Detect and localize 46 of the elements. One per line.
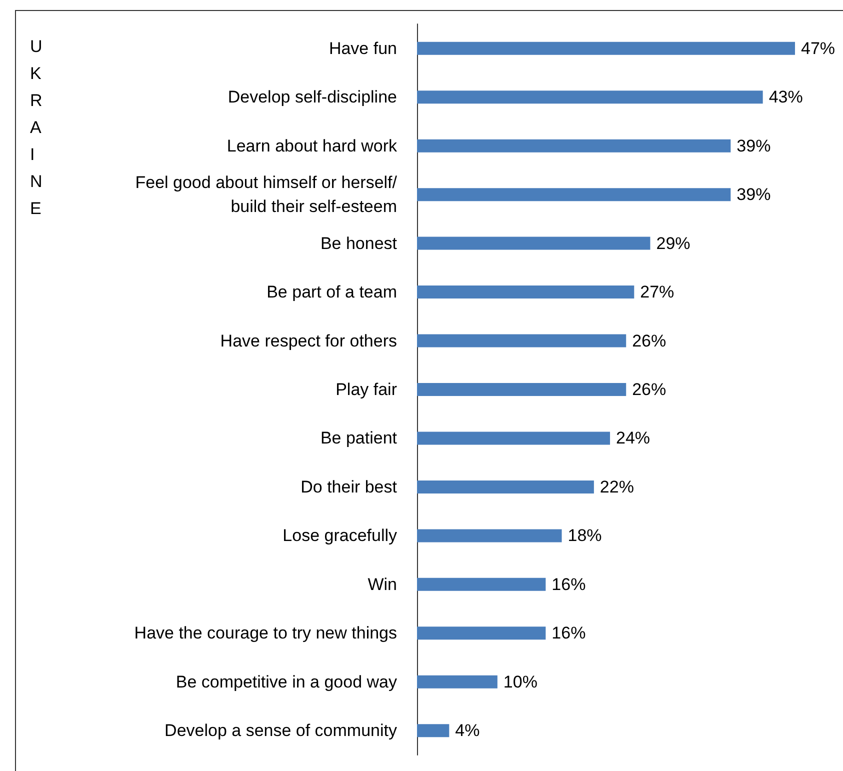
y-tick-label: Have respect for others: [220, 331, 397, 350]
y-tick-label: Feel good about himself or herself/ build their self-esteem: [135, 173, 398, 216]
bar: [417, 90, 763, 104]
data-label: 29%: [656, 234, 690, 253]
y-tick-label: Play fair: [336, 380, 398, 399]
data-label: 26%: [632, 331, 666, 350]
y-tick-label: Be honest: [320, 234, 398, 253]
data-label: 4%: [455, 721, 480, 740]
bar: [417, 236, 650, 250]
data-label: 18%: [568, 526, 602, 546]
data-label: 16%: [552, 624, 586, 643]
bar: [417, 286, 634, 299]
bar: [417, 480, 594, 494]
bar: [417, 188, 731, 202]
bar: [417, 334, 626, 348]
y-tick-label: Have fun: [328, 38, 397, 58]
data-label: 39%: [736, 136, 771, 156]
data-label: 39%: [736, 185, 771, 204]
y-tick-label: Develop a sense of community: [164, 721, 398, 740]
bar: [417, 626, 546, 640]
y-tick-label: Do their best: [300, 477, 398, 496]
y-tick-label: Develop self-discipline: [228, 88, 397, 107]
bar: [417, 42, 795, 55]
bar: [417, 675, 498, 688]
bar: [417, 383, 626, 396]
bar: [417, 578, 546, 591]
data-label: 10%: [503, 672, 538, 692]
y-tick-label: Be competitive in a good way: [176, 672, 398, 692]
y-tick-label: Learn about hard work: [226, 136, 398, 156]
data-label: 16%: [552, 574, 586, 594]
y-tick-label: Lose gracefully: [282, 526, 398, 546]
text: UKRAINE: [30, 37, 42, 218]
bar: [417, 724, 450, 738]
y-tick-label: Win: [368, 574, 397, 594]
data-label: 26%: [632, 380, 666, 399]
y-tick-label: Be part of a team: [266, 282, 397, 302]
data-label: 22%: [600, 477, 634, 496]
data-label: 43%: [768, 88, 803, 107]
bar: [417, 529, 562, 542]
y-tick-label: Have the courage to try new things: [134, 624, 397, 643]
y-tick-label: Be patient: [320, 428, 398, 448]
data-label: 47%: [801, 38, 836, 58]
bar: [417, 432, 610, 445]
data-label: 27%: [640, 282, 674, 302]
data-label: 24%: [616, 428, 650, 448]
bar: [417, 139, 731, 152]
